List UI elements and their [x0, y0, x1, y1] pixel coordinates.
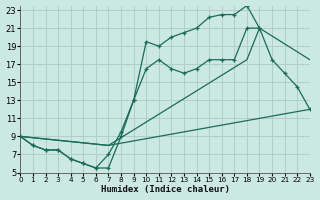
X-axis label: Humidex (Indice chaleur): Humidex (Indice chaleur) — [100, 185, 229, 194]
